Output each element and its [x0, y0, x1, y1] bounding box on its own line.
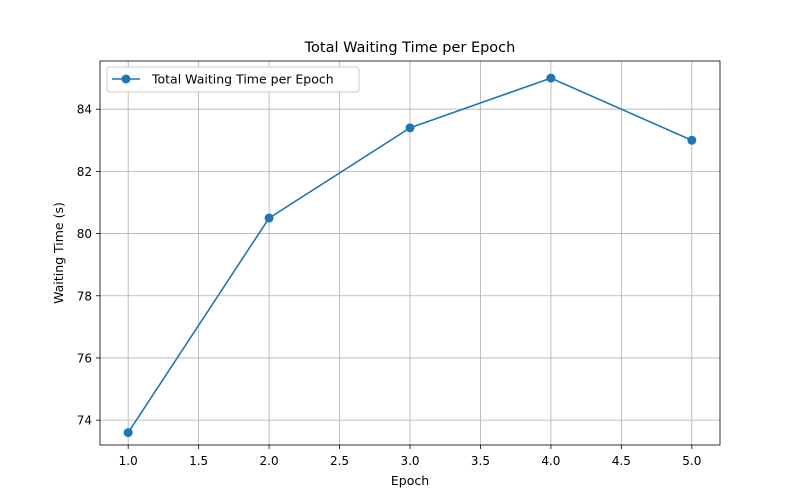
x-tick-label: 3.0	[400, 454, 419, 468]
y-tick-label: 76	[77, 351, 92, 365]
series-layer	[123, 73, 697, 438]
legend-label: Total Waiting Time per Epoch	[151, 72, 334, 87]
data-point	[405, 123, 415, 133]
x-tick-label: 4.5	[612, 454, 631, 468]
x-axis-label: Epoch	[391, 473, 429, 488]
y-tick-label: 78	[77, 289, 92, 303]
y-axis-ticks: 74 76 78 80 82 84	[77, 103, 100, 428]
grid	[100, 61, 720, 445]
data-point	[123, 428, 133, 438]
data-point	[264, 213, 274, 223]
y-tick-label: 82	[77, 165, 92, 179]
x-axis-ticks: 1.0 1.5 2.0 2.5 3.0 3.5 4.0 4.5 5.0	[119, 445, 701, 468]
y-tick-label: 74	[77, 414, 92, 428]
y-tick-label: 80	[77, 227, 92, 241]
data-point	[546, 73, 556, 83]
x-tick-label: 3.5	[471, 454, 490, 468]
legend: Total Waiting Time per Epoch	[106, 66, 360, 93]
x-tick-label: 1.0	[119, 454, 138, 468]
x-tick-label: 2.5	[330, 454, 349, 468]
y-tick-label: 84	[77, 103, 92, 117]
chart-title: Total Waiting Time per Epoch	[304, 40, 516, 56]
x-tick-label: 5.0	[682, 454, 701, 468]
data-point	[687, 135, 697, 145]
legend-box	[106, 66, 360, 93]
x-tick-label: 1.5	[189, 454, 208, 468]
x-tick-label: 4.0	[541, 454, 560, 468]
legend-marker-sample	[121, 74, 131, 84]
x-tick-label: 2.0	[260, 454, 279, 468]
y-axis-label: Waiting Time (s)	[51, 202, 66, 304]
